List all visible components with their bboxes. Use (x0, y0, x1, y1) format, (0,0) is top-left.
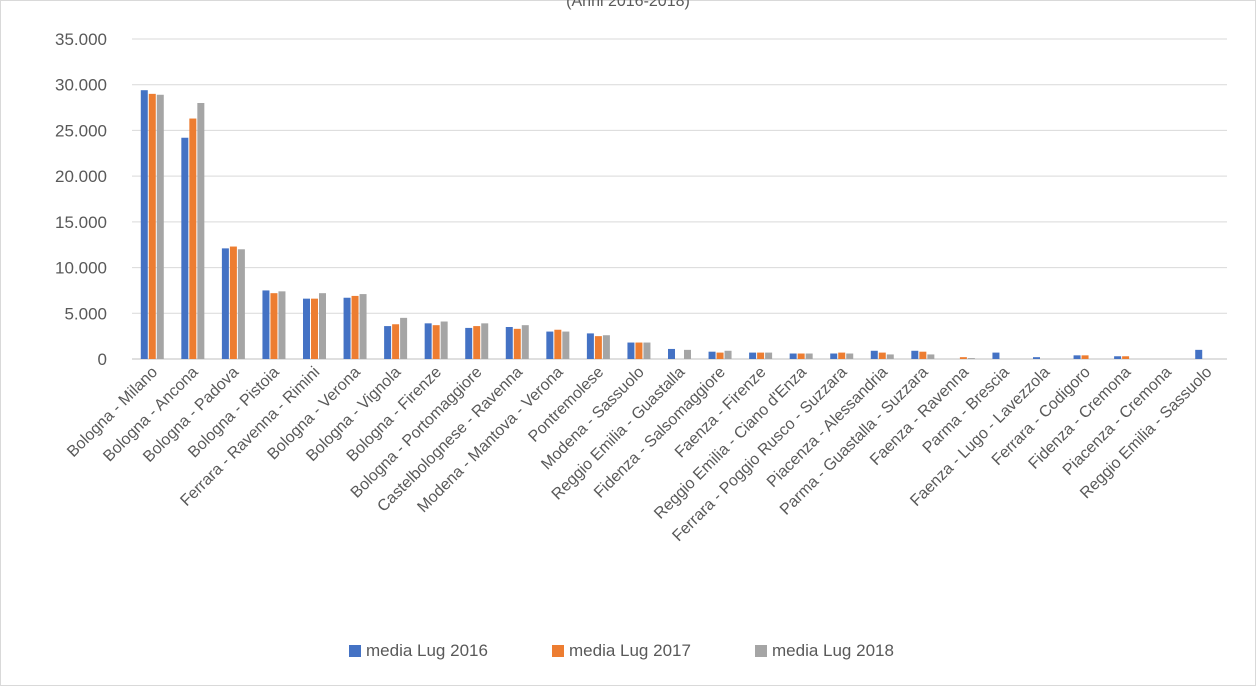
legend-label: media Lug 2016 (366, 641, 488, 660)
bar (757, 352, 765, 359)
legend-swatch (552, 645, 564, 657)
bar (716, 352, 724, 359)
bar (359, 294, 367, 359)
bar (237, 249, 245, 359)
bar (919, 351, 927, 359)
bar (805, 353, 813, 359)
bar (846, 353, 854, 359)
bar (521, 325, 529, 359)
bar (959, 357, 967, 359)
bar (586, 333, 594, 359)
bar (392, 324, 400, 359)
bar (838, 352, 846, 359)
bar (878, 352, 886, 359)
bar (1073, 355, 1081, 359)
bar (400, 317, 408, 359)
bar (262, 290, 270, 359)
bar (546, 331, 554, 359)
bar (270, 293, 278, 359)
y-tick-label: 0 (98, 350, 107, 369)
bar (181, 137, 189, 359)
bar (513, 328, 521, 359)
bar (473, 326, 481, 359)
bar (627, 342, 635, 359)
y-tick-label: 15.000 (55, 213, 107, 232)
bars (140, 90, 1203, 360)
bar (602, 335, 610, 359)
bar (789, 353, 797, 359)
bar (684, 349, 691, 359)
y-tick-label: 5.000 (64, 304, 107, 323)
bar (221, 248, 229, 359)
legend-label: media Lug 2018 (772, 641, 894, 660)
bar (189, 118, 197, 360)
bar (278, 291, 286, 359)
bar (708, 351, 716, 359)
bar (765, 352, 773, 359)
bar (886, 354, 894, 359)
bar (1122, 356, 1130, 359)
bar (229, 246, 237, 359)
legend-swatch (349, 645, 361, 657)
bar (303, 298, 310, 359)
bar (967, 358, 975, 359)
y-tick-label: 30.000 (55, 76, 107, 95)
bar (635, 342, 643, 359)
bar (992, 352, 1000, 359)
bar (351, 295, 359, 359)
bar (440, 321, 448, 359)
y-tick-label: 35.000 (55, 30, 107, 49)
bar (505, 327, 513, 359)
bar (384, 326, 392, 359)
bar (156, 94, 164, 360)
bar (432, 325, 440, 359)
bar (724, 350, 732, 359)
bar (424, 323, 432, 359)
legend-label: media Lug 2017 (569, 641, 691, 660)
bar (594, 336, 602, 359)
chart-title: (Anni 2016-2018) (566, 0, 690, 10)
bar (197, 103, 205, 359)
y-tick-label: 10.000 (55, 259, 107, 278)
bar (1114, 356, 1122, 359)
bar (343, 297, 351, 359)
bar (148, 93, 156, 359)
bar (562, 331, 570, 359)
bar (311, 298, 318, 359)
bar (465, 327, 473, 359)
bar (797, 353, 805, 359)
bar (1033, 357, 1040, 359)
bar (481, 323, 489, 359)
y-tick-label: 20.000 (55, 167, 107, 186)
bar (140, 90, 148, 359)
bar (319, 293, 326, 359)
bar (830, 353, 838, 359)
legend-swatch (755, 645, 767, 657)
y-tick-label: 25.000 (55, 121, 107, 140)
bar (1081, 355, 1089, 359)
bar (554, 329, 562, 359)
bar (668, 348, 675, 359)
legend: media Lug 2016 media Lug 2017 media Lug 20… (349, 641, 894, 660)
bar (927, 354, 935, 359)
y-axis-ticks: 0 5.000 10.000 15.000 20.000 25.000 30.000 35.0… (55, 30, 107, 369)
bar (643, 342, 651, 359)
bar (870, 350, 878, 359)
bar (1195, 349, 1203, 359)
bar (749, 352, 757, 359)
bar (911, 350, 919, 359)
